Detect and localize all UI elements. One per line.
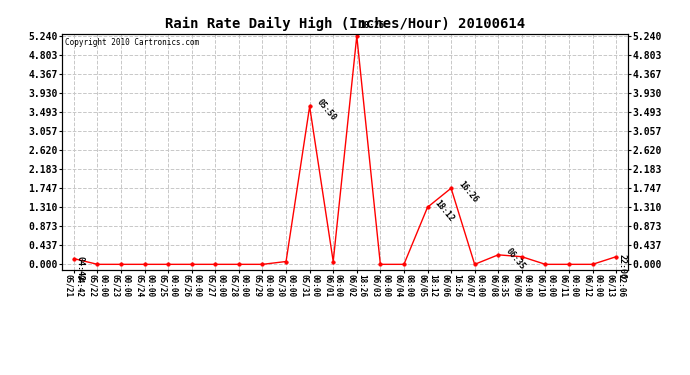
Text: 18:26: 18:26 [359,21,384,30]
Text: 18:12: 18:12 [433,199,456,223]
Text: 16:26: 16:26 [457,180,480,205]
Title: Rain Rate Daily High (Inches/Hour) 20100614: Rain Rate Daily High (Inches/Hour) 20100… [165,17,525,31]
Text: 22:06: 22:06 [618,254,627,279]
Text: 06:35: 06:35 [504,246,526,271]
Text: Copyright 2010 Cartronics.com: Copyright 2010 Cartronics.com [65,39,199,48]
Text: 05:50: 05:50 [315,98,338,123]
Text: 04:42: 04:42 [75,256,84,281]
